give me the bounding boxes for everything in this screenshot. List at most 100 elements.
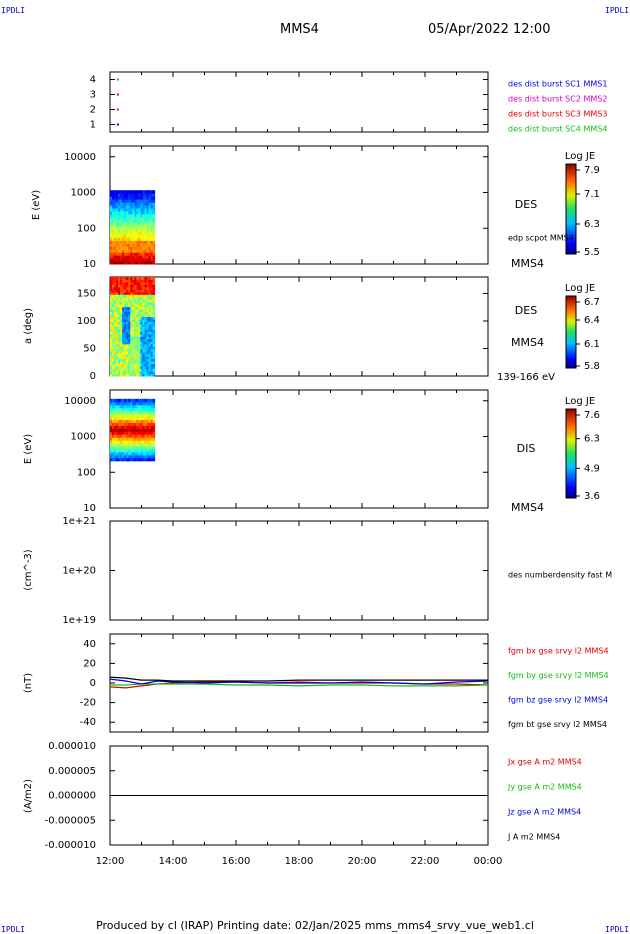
y-tick-label: 1e+20 [62,566,96,577]
spectrogram-cell [122,425,125,429]
spectrogram-cell [136,277,139,280]
spectrogram-cell [118,356,121,360]
spectrogram-cell [134,331,137,335]
spectrogram-cell [124,261,127,265]
spectrogram-cell [150,368,154,372]
spectrogram-cell [148,243,152,247]
spectrogram-cell [110,336,113,340]
legend-burst-sc1: des dist burst SC1 MMS1 [508,80,607,89]
spectrogram-cell [132,311,135,315]
spectrogram-cell [116,419,119,423]
spectrogram-cell [126,316,129,320]
spectrogram-cell [132,202,135,206]
spectrogram-cell [110,237,113,241]
y-tick-label: -0.000010 [45,840,96,851]
spectrogram-cell [118,410,121,415]
spectrogram-cell [128,419,131,423]
spectrogram-cell [146,284,150,288]
spectrogram-cell [124,324,127,327]
spectrogram-cell [124,202,127,206]
spectrogram-cell [124,316,127,320]
spectrogram-cell [110,210,113,215]
spectrogram-cell [150,331,154,335]
spectrogram-cell [136,306,139,310]
spectrogram-cell [148,196,152,200]
spectrogram-cell [150,321,154,325]
spectrogram-cell [128,258,131,262]
spectrogram-cell [148,341,152,345]
panel-frame [109,520,489,621]
spectrogram-cell [118,419,121,423]
spectrogram-cell [116,314,119,318]
spectrogram-cell [152,193,156,197]
spectrogram-cell [132,371,135,375]
spectrogram-cell [144,284,148,288]
spectrogram-cell [132,419,135,423]
spectrogram-cell [124,446,127,450]
spectrogram-cell [136,413,139,418]
spectrogram-cell [114,336,117,340]
spectrogram-cell [138,304,141,308]
spectrogram-cell [144,196,148,200]
spectrogram-cell [146,451,150,456]
spectrogram-cell [152,431,156,435]
spectrogram-cell [122,240,125,244]
spectrogram-cell [124,428,127,432]
spectrogram-cell [142,351,145,355]
corner-label-bottom-left: IPDLI [1,925,26,934]
spectrogram-cell [124,366,127,370]
spectrogram-cell [112,341,115,345]
spectrogram-cell [146,314,150,318]
spectrogram-cell [134,333,137,337]
spectrogram-cell [128,252,131,256]
right-label-mms4: MMS4 [511,257,544,270]
spectrogram-cell [128,294,131,298]
spectrogram-cell [150,428,154,432]
spectrogram-cell [126,190,129,194]
spectrogram-cell [136,316,139,320]
y-axis-label: (A/m2) [23,779,34,813]
spectrogram-cell [148,286,152,290]
spectrogram-cell [128,296,131,300]
spectrogram-cell [126,425,129,429]
spectrogram-cell [130,440,133,444]
spectrogram-cell [118,343,121,347]
spectrogram-cell [148,437,152,441]
spectrogram-cell [128,237,131,241]
spectrogram-cell [114,277,117,280]
spectrogram-cell [130,306,133,310]
spectrogram-cell [112,413,115,418]
spectrogram-cell [134,434,137,438]
spectrogram-cell [126,240,129,244]
spectrogram-cell [120,255,123,259]
spectrogram-cell [148,246,152,250]
spectrogram-cell [124,361,127,365]
spectrogram-cell [110,407,113,412]
spectrogram-cell [152,216,156,221]
spectrogram-cell [120,252,123,256]
spectrogram-cell [126,422,129,426]
spectrogram-cell [118,454,121,459]
spectrogram-cell [128,416,131,420]
spectrogram-cell [148,366,152,370]
spectrogram-cell [130,346,133,350]
spectrogram-cell [144,373,148,377]
spectrogram-cell [150,434,154,438]
spectrogram-cell [126,326,129,330]
spectrogram-cell [126,431,129,435]
spectrogram-cell [126,243,129,247]
spectrogram-cell [138,454,141,459]
spectrogram-cell [128,346,131,350]
spectrogram-cell [144,454,148,459]
spectrogram-cell [114,199,117,203]
spectrogram-cell [138,228,141,233]
spectrogram-cell [110,449,113,453]
spectrogram-cell [140,190,143,194]
spectrogram-cell [130,338,133,342]
spectrogram-cell [120,316,123,320]
spectrogram-cell [140,296,143,300]
spectrogram-cell [118,407,121,412]
spectrogram-cell [144,252,148,256]
spectrogram-cell [148,454,152,459]
spectrogram-cell [130,401,133,406]
